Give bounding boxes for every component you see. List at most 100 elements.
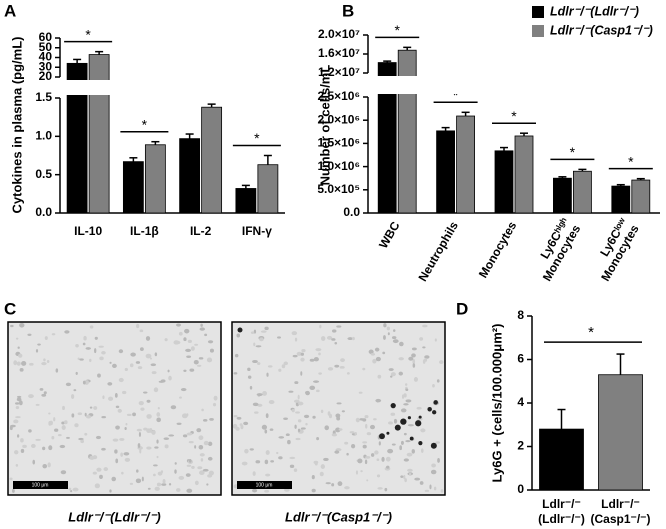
micrograph-texture [347, 337, 353, 341]
micrograph-texture [392, 339, 399, 344]
micrograph-texture [71, 413, 75, 418]
scale-bar-label: 100 μm [32, 482, 49, 488]
micrograph-frame [231, 321, 446, 496]
micrograph-texture [278, 456, 283, 460]
micrograph-texture [372, 358, 377, 364]
micrograph-texture [399, 445, 403, 451]
micrograph-texture [156, 455, 159, 459]
micrograph-texture [164, 444, 169, 449]
micrograph-texture [60, 470, 67, 475]
y-tick-label: 2 [517, 439, 524, 453]
image-label: Ldlr⁻/⁻(Casp1⁻/⁻) [285, 509, 392, 524]
micrograph-texture [439, 360, 444, 365]
micrograph-texture [156, 439, 159, 444]
micrograph-texture [360, 470, 363, 473]
micrograph-texture [327, 411, 331, 416]
micrograph-texture [63, 420, 68, 425]
micrograph-texture [291, 408, 295, 413]
micrograph-texture [146, 446, 152, 450]
micrograph-texture [435, 441, 440, 444]
micrograph-texture [44, 336, 48, 341]
micrograph-texture [209, 418, 214, 421]
micrograph-texture [183, 369, 187, 372]
y-tick-label: 4 [517, 395, 524, 409]
micrograph-texture [73, 389, 77, 392]
micrograph-texture [41, 393, 47, 397]
micrograph-texture [201, 408, 204, 412]
micrograph-texture [264, 459, 269, 465]
micrograph-texture [319, 471, 324, 477]
micrograph-texture [440, 489, 444, 493]
micrograph-texture [236, 416, 242, 420]
micrograph-texture [43, 391, 47, 395]
micrograph-texture [434, 338, 437, 342]
micrograph-texture [421, 448, 424, 453]
micrograph-texture [156, 417, 161, 423]
micrograph-texture [323, 457, 329, 462]
significance-star: * [394, 22, 400, 38]
micrograph-texture [244, 448, 249, 454]
micrograph-texture [186, 355, 192, 359]
x-tick-label: IFN-γ [242, 224, 272, 238]
y-tick-label: 1.0×10⁶ [317, 159, 360, 173]
micrograph-texture [162, 478, 166, 484]
micrograph-texture [393, 418, 397, 424]
micrograph-texture [153, 464, 158, 467]
micrograph-texture [190, 346, 195, 351]
micrograph-texture [336, 402, 342, 405]
micrograph-texture [17, 346, 20, 349]
micrograph-texture [46, 360, 50, 364]
micrograph-texture [398, 357, 404, 361]
micrograph-texture [47, 462, 51, 468]
micrograph-texture [35, 349, 39, 353]
micrograph-texture [334, 364, 340, 368]
micrograph-texture [262, 390, 267, 396]
micrograph-texture [264, 489, 270, 493]
micrograph-texture [362, 367, 366, 371]
micrograph-texture [433, 486, 437, 491]
micrograph-texture [138, 401, 144, 406]
micrograph-texture [163, 437, 170, 440]
micrograph-texture [194, 343, 199, 346]
y-tick-label: 1.6×10⁷ [318, 46, 360, 60]
micrograph-texture [292, 354, 298, 358]
micrograph-texture [115, 458, 119, 464]
micrograph-texture [59, 444, 66, 449]
micrograph-texture [424, 355, 430, 359]
micrograph-texture [202, 419, 208, 422]
micrograph-texture [390, 375, 393, 378]
micrograph-texture [294, 424, 297, 429]
micrograph-texture [30, 443, 36, 448]
micrograph-texture [10, 324, 14, 328]
y-tick-label: 2.0×10⁷ [318, 27, 360, 41]
micrograph-texture [118, 349, 124, 354]
micrograph-texture [203, 440, 209, 446]
micrograph-texture [75, 344, 79, 348]
micrograph-texture [142, 391, 148, 394]
micrograph-texture [151, 430, 156, 435]
micrograph-texture [362, 441, 368, 444]
micrograph-texture [252, 471, 256, 476]
micrograph-texture [107, 382, 113, 386]
micrograph-texture [198, 435, 204, 441]
micrograph-texture [252, 359, 258, 364]
micrograph-texture [77, 357, 80, 360]
micrograph-texture [16, 361, 21, 366]
micrograph-texture [297, 428, 301, 432]
micrograph-texture [431, 463, 436, 468]
micrograph-texture [196, 428, 202, 433]
micrograph-texture [198, 445, 204, 450]
micrograph-texture [82, 342, 86, 346]
micrograph-texture [278, 436, 285, 439]
micrograph-texture [150, 363, 157, 367]
micrograph-texture [264, 429, 268, 434]
micrograph-texture [168, 434, 175, 437]
micrograph-texture [247, 375, 252, 379]
micrograph-texture [89, 455, 95, 460]
micrograph-texture [387, 332, 390, 336]
micrograph-texture [108, 396, 114, 401]
micrograph-texture [339, 365, 345, 369]
micrograph-texture [432, 383, 435, 388]
micrograph-texture [253, 342, 256, 347]
micrograph-texture [48, 445, 53, 451]
